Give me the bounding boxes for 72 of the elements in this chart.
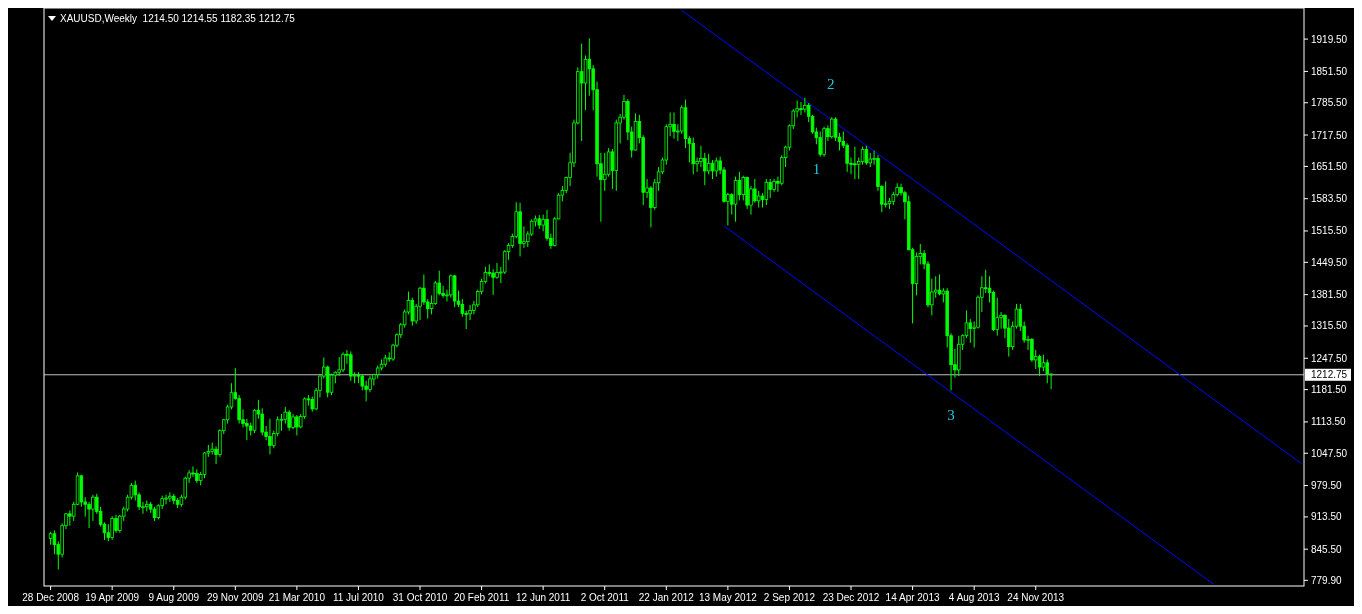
candlestick <box>672 111 676 140</box>
candlestick <box>268 418 272 455</box>
candlestick <box>295 414 299 436</box>
candlestick <box>87 501 91 529</box>
x-tick-label: 22 Jan 2012 <box>638 592 695 603</box>
y-tick-label: 1381.50 <box>1311 289 1348 301</box>
x-tick-label: 12 Jun 2011 <box>516 592 571 603</box>
x-tick-label: 20 Feb 2011 <box>453 592 510 603</box>
y-tick-label: 1851.50 <box>1311 65 1348 77</box>
candlestick <box>449 273 453 299</box>
x-tick-label: 29 Nov 2009 <box>206 592 265 603</box>
y-tick-label: 1717.50 <box>1311 129 1348 141</box>
candlestick <box>110 515 114 541</box>
candlestick <box>349 350 353 382</box>
candlestick <box>679 104 684 135</box>
candlestick <box>853 146 857 180</box>
candlestick <box>710 159 715 180</box>
x-tick-label: 24 Nov 2013 <box>1007 592 1065 603</box>
annotation: 1 <box>812 160 821 177</box>
y-tick-label: 913.50 <box>1311 511 1343 523</box>
candlestick <box>491 268 495 296</box>
candlestick <box>753 178 757 204</box>
x-tick-label: 21 Mar 2010 <box>268 592 326 603</box>
y-tick-label: 1181.50 <box>1311 384 1347 396</box>
candlestick <box>1045 358 1050 384</box>
y-tick-label: 1113.50 <box>1311 416 1347 428</box>
y-tick-label: 1047.50 <box>1311 447 1348 459</box>
y-tick-label: 1583.50 <box>1311 193 1348 205</box>
candlestick <box>737 171 742 201</box>
x-tick-label: 11 Jul 2010 <box>332 592 385 603</box>
x-tick-label: 13 May 2012 <box>698 592 758 603</box>
y-tick-label: 1315.50 <box>1311 320 1348 332</box>
candlestick <box>799 101 803 116</box>
candlestick <box>587 37 592 97</box>
annotation: 3 <box>947 406 955 423</box>
y-tick-label: 779.90 <box>1311 574 1343 586</box>
y-tick-label: 1785.50 <box>1311 97 1348 109</box>
y-tick-label: 1651.50 <box>1311 160 1348 172</box>
candlestick <box>706 153 711 175</box>
candlestick <box>1007 318 1011 358</box>
candlestick <box>818 130 822 158</box>
x-tick-label: 4 Aug 2013 <box>948 592 1000 603</box>
y-tick-label: 1919.50 <box>1311 33 1348 45</box>
x-tick-label: 2 Sep 2012 <box>763 592 816 603</box>
candlestick <box>699 145 703 168</box>
candlestick <box>341 351 345 373</box>
y-tick-label: 1247.50 <box>1311 352 1348 364</box>
x-tick-label: 23 Dec 2012 <box>822 592 880 603</box>
y-tick-label: 1515.50 <box>1311 225 1348 237</box>
candlestick <box>968 318 973 344</box>
text: XAUUSD,Weekly 1214.50 1214.55 1182.35 1212.75 <box>60 13 296 24</box>
candlestick <box>830 116 834 140</box>
candlestick <box>114 514 118 534</box>
candlestick <box>168 491 172 503</box>
candlestick <box>691 137 695 175</box>
candlestick <box>495 262 499 280</box>
x-tick-label: 14 Apr 2013 <box>885 592 940 603</box>
y-tick-label: 979.50 <box>1311 480 1343 492</box>
x-tick-label: 31 Oct 2010 <box>392 592 448 603</box>
candlestick <box>287 409 291 432</box>
x-tick-label: 2 Oct 2011 <box>580 592 630 603</box>
candlestick <box>164 494 168 505</box>
y-tick-label: 1449.50 <box>1311 256 1348 268</box>
candlestick <box>602 152 607 192</box>
candlestick <box>733 176 738 223</box>
y-tick-label: 845.50 <box>1311 543 1343 555</box>
annotation: 2 <box>827 76 835 93</box>
x-tick-label: 9 Aug 2009 <box>148 592 200 603</box>
ref-line-label: 1212.75 <box>1311 369 1348 381</box>
x-tick-label: 19 Apr 2009 <box>85 592 140 603</box>
candlestick <box>768 178 772 199</box>
x-tick-label: 28 Dec 2008 <box>22 592 80 603</box>
